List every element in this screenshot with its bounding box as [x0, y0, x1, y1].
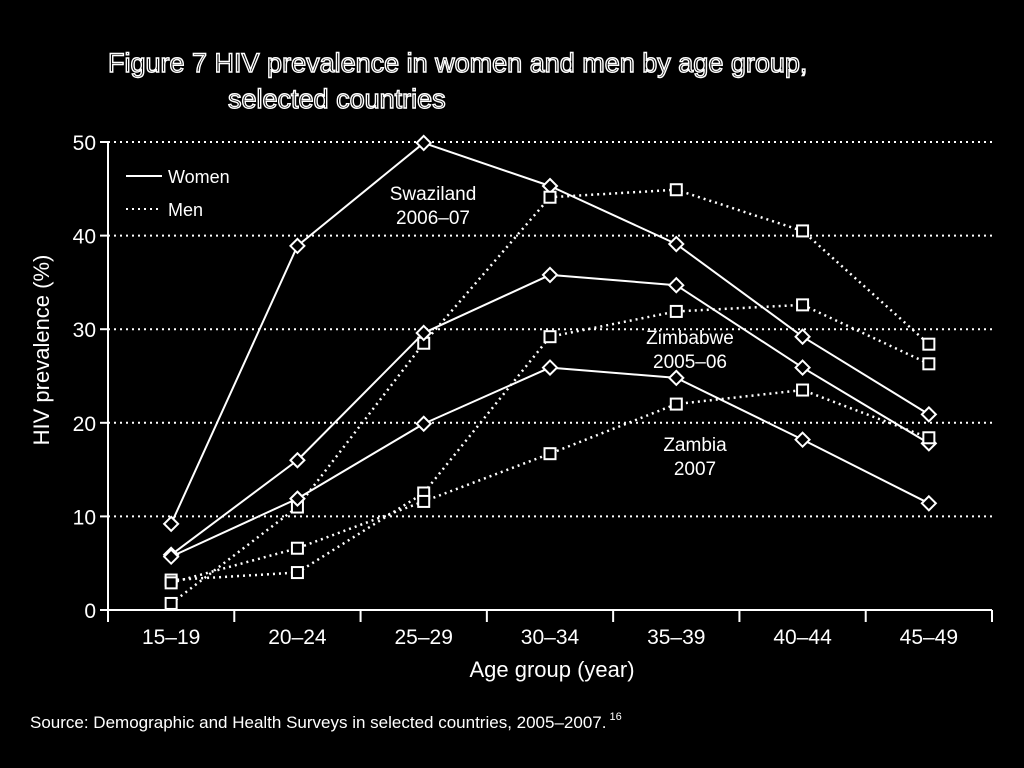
- legend-label-women: Women: [168, 167, 230, 187]
- data-point-zimbabwe-women-20–24: [289, 451, 306, 469]
- data-point-swaziland-men-30–34: [543, 190, 557, 204]
- data-point-zambia-women-20–24: [289, 490, 306, 508]
- series-markers: [162, 134, 938, 610]
- annotation-swaziland-name: Swaziland: [390, 184, 477, 205]
- x-tick-label-15–19: 15–19: [142, 626, 200, 649]
- data-point-swaziland-women-15–19: [162, 515, 180, 533]
- data-point-zimbabwe-men-20–24: [290, 566, 304, 580]
- annotation-zimbabwe-name: Zimbabwe: [646, 328, 734, 349]
- data-point-swaziland-men-35–39: [669, 183, 683, 197]
- data-point-swaziland-women-20–24: [289, 237, 306, 255]
- data-point-zambia-women-25–29: [415, 415, 433, 433]
- data-point-zimbabwe-women-30–34: [541, 266, 559, 284]
- chart-title-line-1: Figure 7 HIV prevalence in women and men…: [108, 48, 807, 78]
- annotation-zambia-years: 2007: [674, 459, 716, 480]
- y-tick-label: 40: [73, 226, 96, 249]
- data-point-zimbabwe-men-30–34: [543, 330, 557, 344]
- data-point-swaziland-men-45–49: [922, 337, 936, 351]
- chart-title-line-2: selected countries: [228, 84, 446, 114]
- x-tick-label-35–39: 35–39: [647, 626, 705, 649]
- data-point-zimbabwe-women-35–39: [667, 276, 685, 294]
- annotation-swaziland-years: 2006–07: [396, 208, 470, 229]
- legend-label-men: Men: [168, 200, 203, 220]
- data-point-zimbabwe-men-35–39: [669, 304, 683, 318]
- data-point-zimbabwe-women-25–29: [415, 324, 433, 342]
- data-point-swaziland-men-40–44: [796, 224, 810, 238]
- y-tick-label: 0: [84, 600, 96, 623]
- data-point-swaziland-women-35–39: [667, 235, 685, 253]
- x-tick-label-20–24: 20–24: [268, 626, 327, 649]
- legend: Women Men: [126, 167, 230, 220]
- x-tick-label-45–49: 45–49: [900, 626, 958, 649]
- data-point-zambia-women-30–34: [541, 359, 559, 376]
- data-point-zimbabwe-men-40–44: [796, 298, 810, 312]
- source-note: Source: Demographic and Health Surveys i…: [30, 711, 622, 732]
- annotation-zimbabwe-years: 2005–06: [653, 352, 727, 373]
- y-tick-label: 10: [73, 506, 96, 529]
- y-tick-label: 30: [73, 319, 96, 342]
- y-axis-label: HIV prevalence (%): [29, 255, 54, 446]
- data-point-zambia-women-40–44: [794, 431, 811, 449]
- y-tick-label: 20: [73, 413, 96, 436]
- axes: 0 10 20 30 40 50 15–19 20–24 25–29 30–34 35–39 40–4…: [73, 132, 993, 649]
- x-tick-label-40–44: 40–44: [773, 626, 832, 649]
- data-point-zambia-men-20–24: [290, 541, 304, 555]
- x-tick-label-25–29: 25–29: [395, 626, 453, 649]
- x-tick-label-30–34: 30–34: [521, 626, 580, 649]
- data-point-zambia-men-35–39: [669, 397, 683, 411]
- data-point-zambia-women-45–49: [920, 494, 938, 512]
- data-point-swaziland-women-25–29: [415, 134, 433, 152]
- data-point-zimbabwe-women-40–44: [794, 359, 811, 376]
- source-reference: 16: [609, 711, 621, 723]
- data-point-zambia-women-35–39: [667, 369, 685, 387]
- data-point-zambia-women-15–19: [162, 548, 180, 566]
- data-point-zimbabwe-men-45–49: [922, 357, 936, 371]
- data-point-zambia-men-40–44: [796, 383, 810, 397]
- y-tick-label: 50: [73, 132, 96, 155]
- data-point-zambia-men-30–34: [543, 447, 557, 461]
- annotation-zambia-name: Zambia: [663, 435, 727, 456]
- data-point-swaziland-women-40–44: [794, 328, 811, 346]
- data-point-swaziland-men-15–19: [164, 596, 178, 610]
- data-point-zambia-men-15–19: [164, 576, 178, 590]
- source-text: Source: Demographic and Health Surveys i…: [30, 713, 606, 732]
- data-point-zambia-men-25–29: [417, 494, 431, 508]
- data-point-zambia-men-45–49: [922, 431, 936, 445]
- data-point-swaziland-women-45–49: [920, 405, 938, 423]
- x-axis-label: Age group (year): [469, 657, 634, 682]
